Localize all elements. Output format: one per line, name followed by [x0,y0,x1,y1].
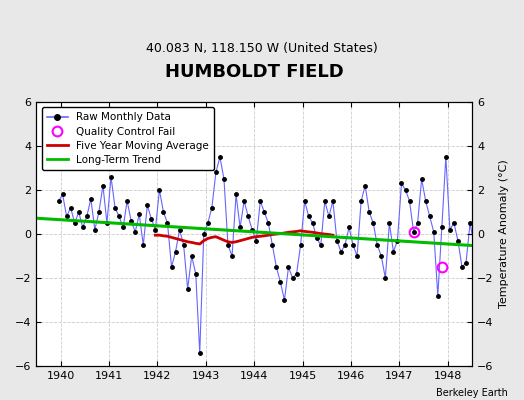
Y-axis label: Temperature Anomaly (°C): Temperature Anomaly (°C) [499,160,509,308]
Title: HUMBOLDT FIELD: HUMBOLDT FIELD [165,63,344,81]
Legend: Raw Monthly Data, Quality Control Fail, Five Year Moving Average, Long-Term Tren: Raw Monthly Data, Quality Control Fail, … [41,107,214,170]
Text: Berkeley Earth: Berkeley Earth [436,388,508,398]
Text: 40.083 N, 118.150 W (United States): 40.083 N, 118.150 W (United States) [146,42,378,55]
